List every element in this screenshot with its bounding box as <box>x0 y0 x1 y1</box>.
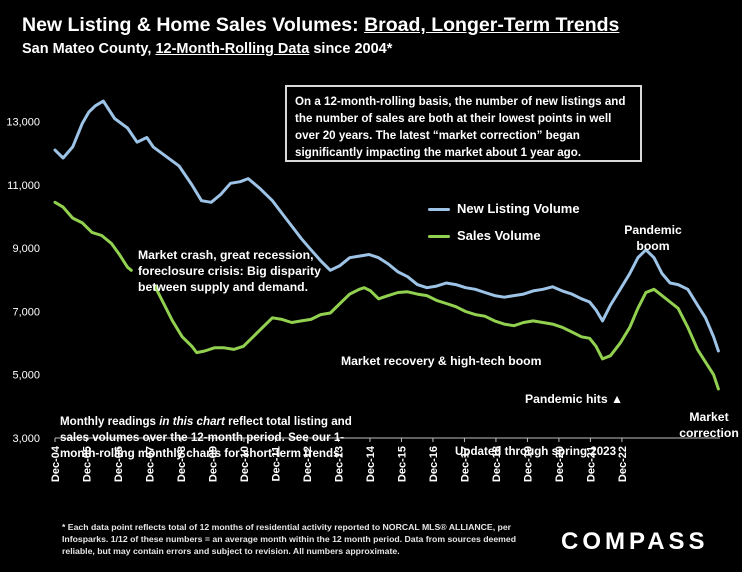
compass-logo: COMPASS <box>561 528 709 555</box>
series-line-new-listings <box>53 99 720 353</box>
x-tick-label: Dec-07 <box>144 446 156 482</box>
series-lines <box>53 99 720 391</box>
x-tick-label: Dec-22 <box>617 446 629 482</box>
monthly-prefix: Monthly readings <box>60 415 160 428</box>
subtitle-suffix: since 2004* <box>309 41 393 57</box>
annotation-correction-line2: correction <box>679 426 739 440</box>
x-tick-label: Dec-05 <box>81 446 93 482</box>
annotation-correction-line1: Market <box>689 410 729 424</box>
annotation-monthly-readings: Monthly readings in this chart reflect t… <box>60 414 360 462</box>
callout-box: On a 12-month-rolling basis, the number … <box>285 85 642 162</box>
annotation-pandemic-hits: Pandemic hits ▲ <box>525 392 624 406</box>
annotation-market-correction: Market correction <box>676 409 742 441</box>
x-tick-label: Dec-04 <box>50 445 62 482</box>
footnote: * Each data point reflects total of 12 m… <box>62 522 517 556</box>
annotation-pandemic-boom-line1: Pandemic <box>624 223 682 237</box>
y-tick-label: 7,000 <box>12 306 40 318</box>
y-tick-label: 9,000 <box>12 243 40 255</box>
x-tick-label: Dec-12 <box>302 446 314 482</box>
y-tick-label: 11,000 <box>7 180 40 192</box>
series-line-sales <box>53 200 720 391</box>
page-title: New Listing & Home Sales Volumes: Broad,… <box>22 14 619 37</box>
legend-label-sales: Sales Volume <box>457 228 541 243</box>
x-tick-label: Dec-17 <box>459 446 471 482</box>
x-tick-label: Dec-13 <box>333 446 345 482</box>
annotation-updated: Updated through spring 2023 <box>455 445 617 458</box>
annotation-recovery: Market recovery & high-tech boom <box>341 354 542 368</box>
x-tick-label: Dec-10 <box>239 446 251 482</box>
legend-swatch-sales <box>428 235 450 238</box>
x-tick-label: Dec-08 <box>176 446 188 482</box>
y-tick-label: 3,000 <box>12 433 40 445</box>
x-tick-label: Dec-19 <box>522 446 534 482</box>
subtitle-prefix: San Mateo County, <box>22 41 156 57</box>
subtitle-underlined: 12-Month-Rolling Data <box>155 41 310 57</box>
x-tick-label: Dec-14 <box>365 445 377 482</box>
page-subtitle: San Mateo County, 12-Month-Rolling Data … <box>22 41 392 57</box>
legend-swatch-listings <box>428 208 450 211</box>
x-tick-label: Dec-09 <box>207 446 219 482</box>
annotation-pandemic-boom: Pandemic boom <box>624 222 682 254</box>
monthly-suffix: reflect total listing and sales volumes … <box>60 415 352 460</box>
y-tick-label: 13,000 <box>6 117 40 129</box>
annotation-market-crash: Market crash, great recession, foreclosu… <box>138 247 321 295</box>
x-tick-label: Dec-16 <box>428 446 440 482</box>
x-tick-label: Dec-18 <box>491 446 503 482</box>
x-tick-label: Dec-21 <box>585 446 597 482</box>
x-tick-label: Dec-11 <box>270 446 282 481</box>
annotation-pandemic-boom-line2: boom <box>636 239 670 253</box>
x-tick-label: Dec-20 <box>554 446 566 482</box>
annotation-crash-line2: foreclosure crisis: Big disparity <box>138 264 321 278</box>
x-tick-label: Dec-06 <box>113 446 125 482</box>
annotation-crash-line3: between supply and demand. <box>138 280 308 294</box>
title-prefix: New Listing & Home Sales Volumes: <box>22 14 365 36</box>
monthly-italic: in this chart <box>159 415 225 428</box>
x-axis-ticks: Dec-04 Dec-05 Dec-06 Dec-07 Dec-08 Dec-09 Dec-… <box>50 438 629 482</box>
y-axis-ticks: 3,000 5,000 7,000 9,000 11,000 13,000 <box>6 117 40 445</box>
y-tick-label: 5,000 <box>12 370 40 382</box>
annotation-crash-line1: Market crash, great recession, <box>138 248 314 262</box>
title-underlined: Broad, Longer-Term Trends <box>364 14 620 36</box>
legend-label-listings: New Listing Volume <box>457 201 580 216</box>
x-tick-label: Dec-15 <box>396 446 408 482</box>
